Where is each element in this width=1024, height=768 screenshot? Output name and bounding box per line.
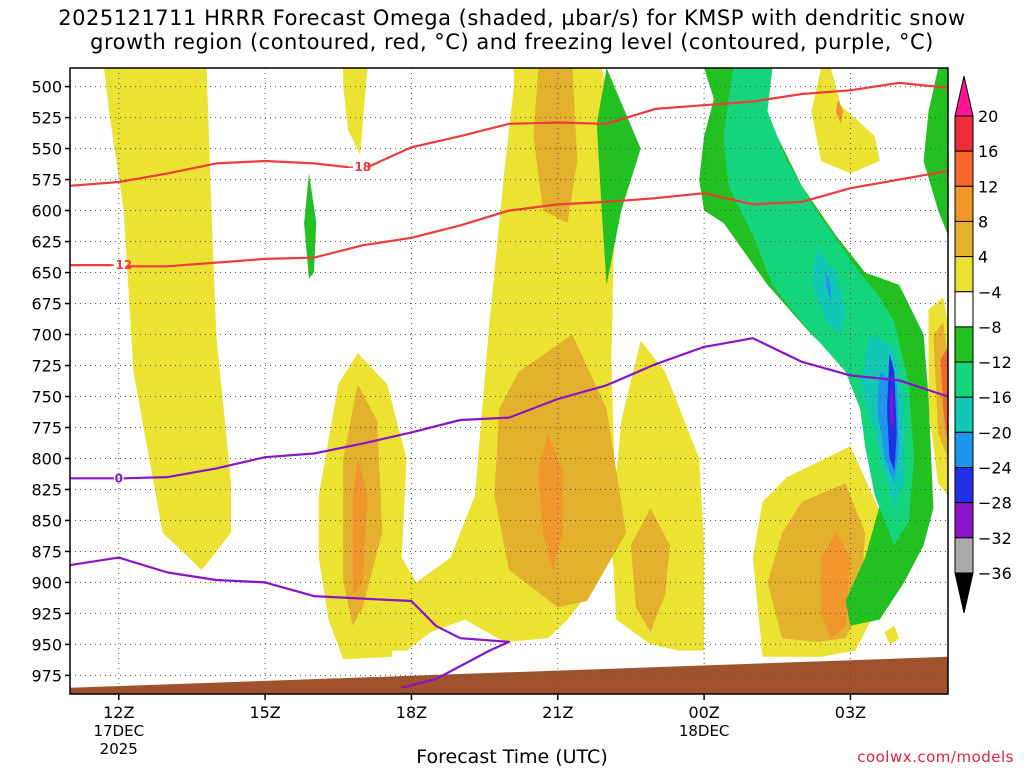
- y-tick-label: 700: [31, 326, 62, 345]
- x-tick-label: 21Z: [542, 703, 573, 722]
- x-tick-label: 12Z: [103, 703, 134, 722]
- y-tick-label: 975: [31, 666, 62, 685]
- y-tick-label: 925: [31, 604, 62, 623]
- y-tick-label: 800: [31, 449, 62, 468]
- omega-region-p8: [630, 508, 670, 632]
- omega-region-p12: [835, 99, 844, 124]
- omega-region-m8: [723, 68, 914, 546]
- colorbar-label: −8: [978, 318, 1002, 337]
- chart-title-line2: growth region (contoured, red, °C) and f…: [90, 30, 934, 54]
- y-tick-label: 875: [31, 542, 62, 561]
- x-axis-label: Forecast Time (UTC): [416, 746, 608, 768]
- omega-region-p4: [884, 625, 900, 645]
- colorbar-label: 20: [978, 107, 998, 126]
- dgz-contour-label: −18: [344, 160, 371, 174]
- omega-region-m4: [596, 68, 641, 285]
- omega-region-p12: [538, 433, 563, 570]
- y-tick-label: 775: [31, 418, 62, 437]
- colorbar: 20 16 12 8 4 −4 −8 −12 −16 −20 −24 −28 −32 −36: [954, 75, 1012, 614]
- colorbar-swatch: [954, 220, 974, 258]
- colorbar-label: 12: [978, 177, 998, 196]
- colorbar-label: −16: [978, 388, 1012, 407]
- colorbar-label: −20: [978, 423, 1012, 442]
- y-tick-label: 500: [31, 78, 62, 97]
- colorbar-swatch: [954, 256, 974, 293]
- y-tick-label: 600: [31, 202, 62, 221]
- dgz-contour-line: [70, 159, 349, 187]
- omega-region-p12: [940, 346, 948, 447]
- colorbar-label: −12: [978, 353, 1012, 372]
- y-tick-label: 900: [31, 573, 62, 592]
- plot-frame: [69, 67, 949, 695]
- colorbar-swatch: [954, 537, 974, 574]
- colorbar-swatch: [954, 431, 974, 469]
- x-tick-label: 15Z: [249, 703, 280, 722]
- colorbar-swatch: [954, 291, 974, 328]
- colorbar-swatch: [954, 467, 974, 504]
- chart-title: 2025121711 HRRR Forecast Omega (shaded, …: [0, 6, 1024, 54]
- axes: 500 525 550 575 600 625 650 675 700 725 750 775 800 8…: [31, 67, 949, 758]
- credit-text: coolwx.com/models: [857, 748, 1014, 766]
- freezing-level-contour-line: [123, 337, 948, 480]
- colorbar-swatch: [954, 185, 974, 222]
- chart-title-line1: 2025121711 HRRR Forecast Omega (shaded, …: [58, 6, 966, 30]
- omega-shading: [94, 68, 948, 660]
- colorbar-swatch: [954, 396, 974, 433]
- colorbar-label: −28: [978, 494, 1012, 513]
- colorbar-label: 4: [978, 248, 988, 267]
- colorbar-label: −24: [978, 459, 1012, 478]
- y-tick-label: 675: [31, 295, 62, 314]
- colorbar-label: 8: [978, 212, 988, 231]
- colorbar-swatch: [954, 150, 974, 187]
- ground-terrain: [70, 656, 948, 694]
- omega-region-p12: [821, 532, 851, 639]
- y-tick-label: 575: [31, 171, 62, 190]
- omega-region-p4: [94, 68, 232, 570]
- colorbar-swatch: [954, 115, 974, 152]
- y-tick-label: 950: [31, 635, 62, 654]
- x-tick-label: 00Z: [688, 703, 719, 722]
- y-tick-label: 850: [31, 511, 62, 530]
- x-tick-label: 18Z: [396, 703, 427, 722]
- omega-region-p4: [343, 68, 368, 155]
- colorbar-label: −36: [978, 564, 1012, 583]
- x-tick-date: 18DEC: [679, 722, 730, 740]
- ground-polygon: [70, 656, 948, 694]
- dgz-contour-label: −12: [105, 258, 132, 272]
- dgz-contour-line: [367, 81, 948, 169]
- colorbar-label: −4: [978, 283, 1002, 302]
- omega-region-p4: [811, 68, 880, 174]
- omega-region-p8: [533, 68, 578, 223]
- dgz-contour-line: [126, 169, 948, 268]
- colorbar-swatch: [954, 361, 974, 398]
- colorbar-swatch: [954, 326, 974, 363]
- omega-region-m4: [304, 173, 317, 279]
- colorbar-label: −32: [978, 529, 1012, 548]
- x-tick-label: 03Z: [835, 703, 866, 722]
- freezing-level-contour-label: 0: [115, 471, 123, 485]
- omega-region-m4: [923, 68, 948, 236]
- y-tick-label: 550: [31, 140, 62, 159]
- y-tick-label: 650: [31, 264, 62, 283]
- colorbar-swatch: [954, 502, 974, 539]
- colorbar-top-arrow: [954, 75, 974, 117]
- colorbar-label: 16: [978, 142, 998, 161]
- y-tick-label: 725: [31, 357, 62, 376]
- freezing-level-contour-line: [70, 556, 511, 689]
- x-tick-date: 17DEC: [93, 722, 144, 740]
- omega-region-m24: [890, 384, 894, 428]
- colorbar-bottom-arrow: [954, 572, 974, 614]
- omega-region-m16: [826, 272, 831, 300]
- y-tick-label: 750: [31, 387, 62, 406]
- y-tick-label: 825: [31, 480, 62, 499]
- omega-region-p12: [352, 458, 368, 595]
- y-tick-label: 525: [31, 109, 62, 128]
- contours: −18 −12 0: [70, 81, 948, 689]
- x-tick-year: 2025: [100, 740, 138, 758]
- y-tick-label: 625: [31, 233, 62, 252]
